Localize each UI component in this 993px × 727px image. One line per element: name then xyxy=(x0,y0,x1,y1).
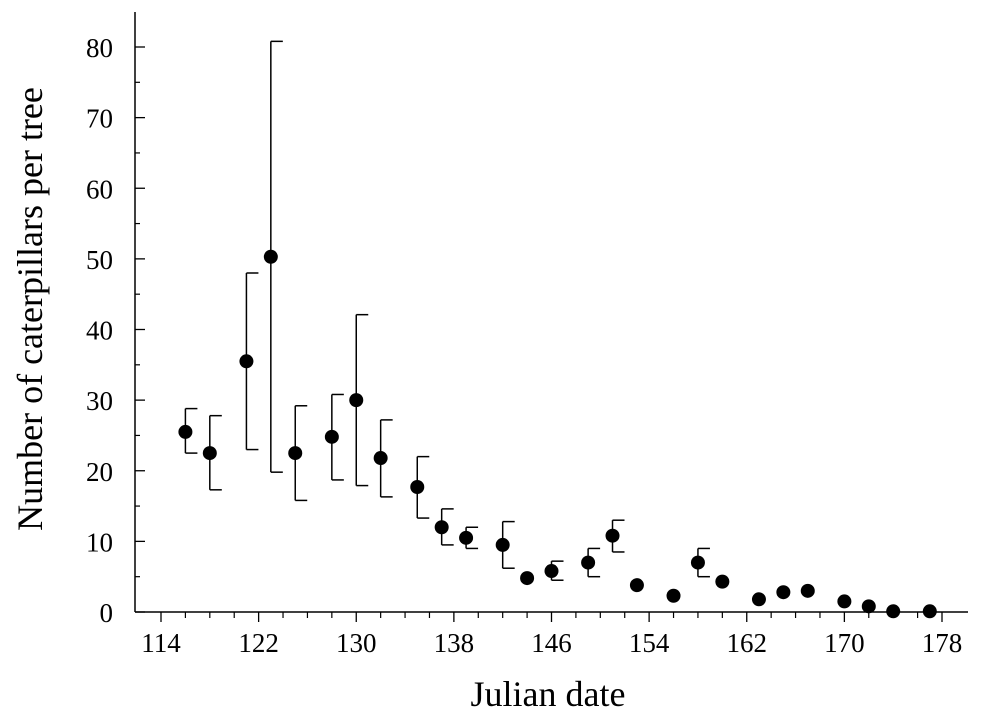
y-tick-label: 50 xyxy=(86,245,113,275)
data-point xyxy=(410,479,425,494)
data-point xyxy=(520,571,535,586)
y-tick-label: 30 xyxy=(86,386,113,416)
data-point xyxy=(178,424,193,439)
data-point xyxy=(715,574,730,589)
data-point xyxy=(434,520,449,535)
data-point xyxy=(776,585,791,600)
data-point xyxy=(263,249,278,264)
x-tick-label: 130 xyxy=(336,628,377,658)
error-bars xyxy=(184,40,710,581)
y-tick-label: 20 xyxy=(86,457,113,487)
data-point xyxy=(373,451,388,466)
data-point xyxy=(581,555,596,570)
y-tick-label: 80 xyxy=(86,33,113,63)
data-point xyxy=(349,393,364,408)
y-tick-label: 60 xyxy=(86,174,113,204)
x-tick-label: 178 xyxy=(922,628,963,658)
x-tick-label: 170 xyxy=(824,628,865,658)
y-axis-label: Number of caterpillars per tree xyxy=(10,87,50,531)
data-point xyxy=(861,599,876,614)
y-tick-label: 0 xyxy=(100,598,114,628)
data-point xyxy=(202,446,217,461)
data-point xyxy=(459,530,474,545)
tick-marks xyxy=(135,46,943,622)
data-point xyxy=(886,604,901,619)
data-point xyxy=(324,429,339,444)
data-point xyxy=(495,537,510,552)
data-point xyxy=(800,583,815,598)
x-tick-label: 122 xyxy=(238,628,279,658)
axes xyxy=(134,12,968,613)
y-tick-label: 70 xyxy=(86,104,113,134)
data-point xyxy=(751,592,766,607)
x-tick-label: 146 xyxy=(531,628,572,658)
data-point xyxy=(605,528,620,543)
x-tick-label: 154 xyxy=(629,628,670,658)
x-axis-label: Julian date xyxy=(471,674,626,714)
data-point xyxy=(629,578,644,593)
tick-labels: 0 10 20 30 40 50 60 70 80 114 122 130 138 146 154 162 17… xyxy=(86,33,962,658)
data-point xyxy=(288,446,303,461)
data-point xyxy=(239,354,254,369)
data-point xyxy=(837,594,852,609)
y-tick-label: 40 xyxy=(86,316,113,346)
data-point xyxy=(690,555,705,570)
x-tick-label: 114 xyxy=(141,628,181,658)
x-tick-label: 162 xyxy=(727,628,768,658)
x-tick-label: 138 xyxy=(434,628,475,658)
y-tick-label: 10 xyxy=(86,527,113,557)
data-point xyxy=(544,564,559,579)
data-point xyxy=(922,604,937,619)
data-points xyxy=(178,249,937,619)
data-point xyxy=(666,588,681,603)
